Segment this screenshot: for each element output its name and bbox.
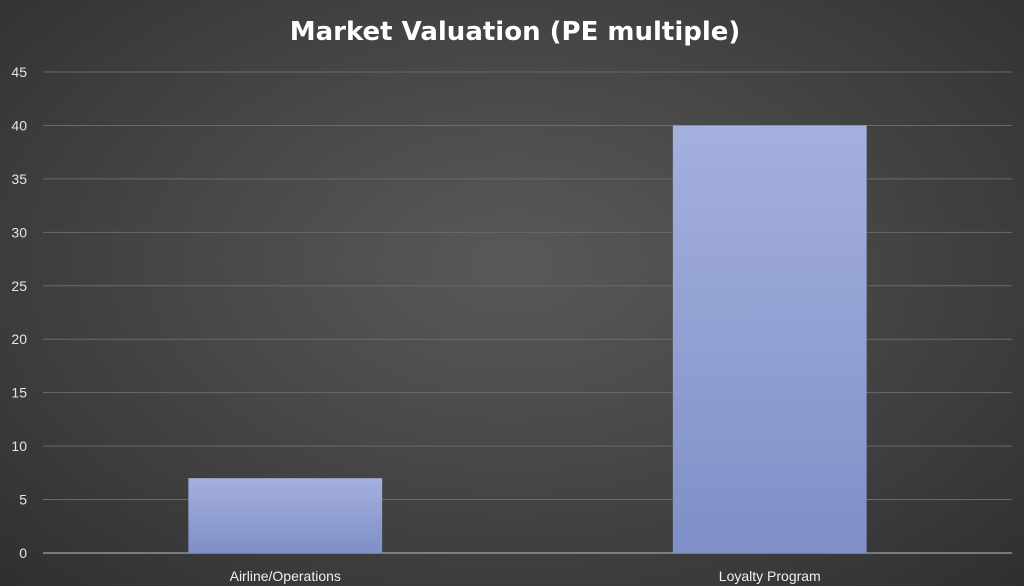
y-tick-label: 0	[19, 545, 27, 561]
bars	[188, 125, 867, 553]
y-tick-label: 5	[19, 492, 27, 508]
bar-loyalty-program	[672, 125, 867, 553]
chart-title: Market Valuation (PE multiple)	[290, 17, 741, 47]
y-axis-tick-labels: 0 5 10 15 20 25 30 35 40 45	[11, 64, 27, 561]
y-tick-label: 10	[11, 438, 27, 454]
y-tick-label: 25	[11, 278, 27, 294]
y-tick-label: 30	[11, 224, 27, 240]
bar-airline-operations	[188, 478, 383, 553]
y-tick-label: 35	[11, 171, 27, 187]
y-tick-label: 45	[11, 64, 27, 80]
x-axis-category-labels: Airline/Operations Loyalty Program	[230, 568, 821, 584]
x-category-label: Loyalty Program	[719, 568, 821, 584]
y-tick-label: 20	[11, 331, 27, 347]
y-tick-label: 40	[11, 117, 27, 133]
y-tick-label: 15	[11, 385, 27, 401]
x-category-label: Airline/Operations	[230, 568, 341, 584]
